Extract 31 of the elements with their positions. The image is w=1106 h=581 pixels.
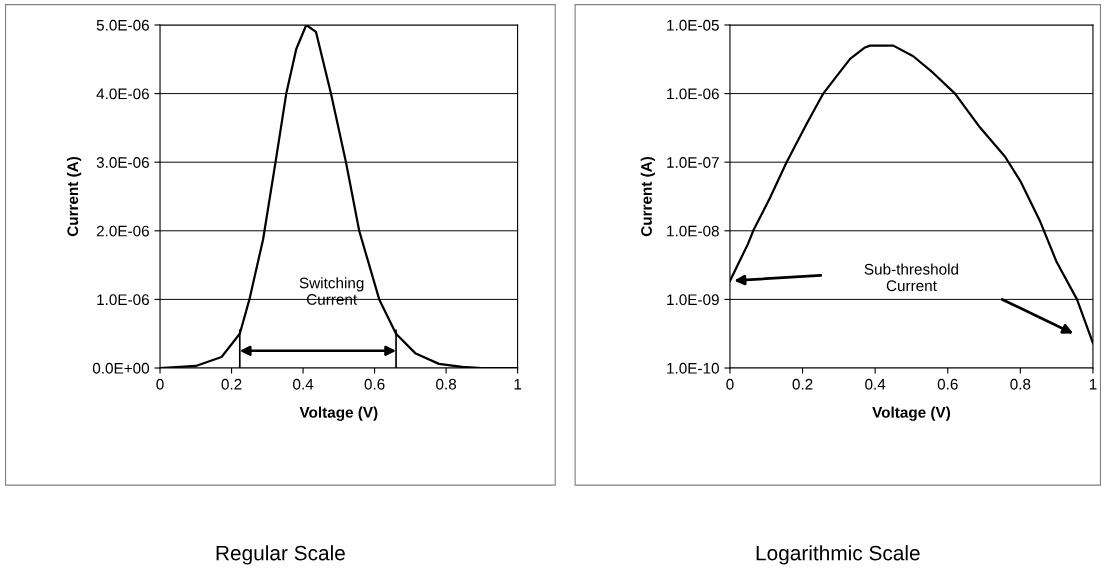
y-axis-title: Current (A) bbox=[640, 156, 655, 237]
x-tick-label: 0.8 bbox=[436, 378, 457, 390]
x-tick-label: 0 bbox=[726, 378, 734, 390]
x-tick-label: 0.2 bbox=[792, 378, 813, 390]
y-tick-label: 1.0E-09 bbox=[667, 294, 719, 306]
y-tick-label: 5.0E-06 bbox=[96, 19, 149, 31]
annotation: Sub-threshold Current bbox=[864, 263, 959, 292]
x-tick-label: 0.4 bbox=[865, 378, 886, 390]
x-axis-title: Voltage (V) bbox=[872, 406, 951, 421]
x-axis-title: Voltage (V) bbox=[299, 406, 378, 421]
x-tick-label: 1 bbox=[1089, 378, 1097, 390]
x-tick-label: 0.2 bbox=[221, 378, 242, 390]
x-tick-label: 1 bbox=[514, 378, 522, 390]
y-tick-label: 1.0E-05 bbox=[667, 19, 719, 31]
text: Regular Scale bbox=[216, 545, 345, 565]
x-tick-label: 0 bbox=[156, 378, 164, 390]
x-tick-label: 0.4 bbox=[293, 378, 314, 390]
y-tick-label: 1.0E-08 bbox=[667, 225, 719, 237]
y-tick-label: 2.0E-06 bbox=[96, 225, 149, 237]
y-tick-label: 0.0E+00 bbox=[92, 362, 150, 374]
text: Logarithmic Scale bbox=[756, 545, 920, 565]
y-tick-label: 3.0E-06 bbox=[96, 157, 149, 168]
y-tick-label: 1.0E-06 bbox=[97, 294, 149, 306]
x-tick-label: 0.6 bbox=[937, 378, 958, 390]
y-axis-title: Current (A) bbox=[66, 156, 82, 237]
x-tick-label: 0.6 bbox=[364, 378, 385, 390]
y-tick-label: 1.0E-06 bbox=[667, 88, 719, 100]
x-tick-label: 0.8 bbox=[1010, 378, 1031, 390]
y-tick-label: 4.0E-06 bbox=[96, 88, 149, 100]
y-tick-label: 1.0E-10 bbox=[667, 362, 719, 374]
y-tick-label: 1.0E-07 bbox=[667, 157, 719, 168]
